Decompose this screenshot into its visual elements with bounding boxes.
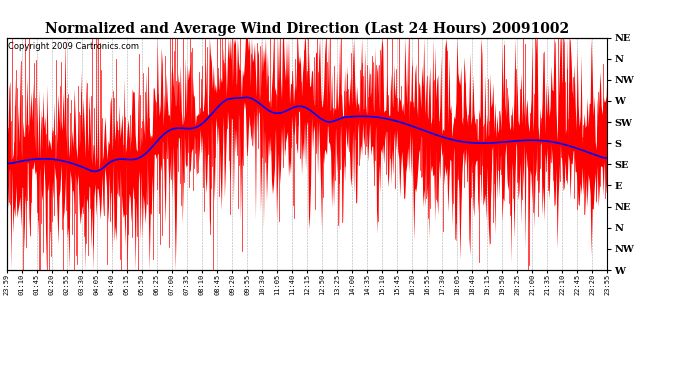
Title: Normalized and Average Wind Direction (Last 24 Hours) 20091002: Normalized and Average Wind Direction (L…: [45, 22, 569, 36]
Text: Copyright 2009 Cartronics.com: Copyright 2009 Cartronics.com: [8, 42, 139, 51]
